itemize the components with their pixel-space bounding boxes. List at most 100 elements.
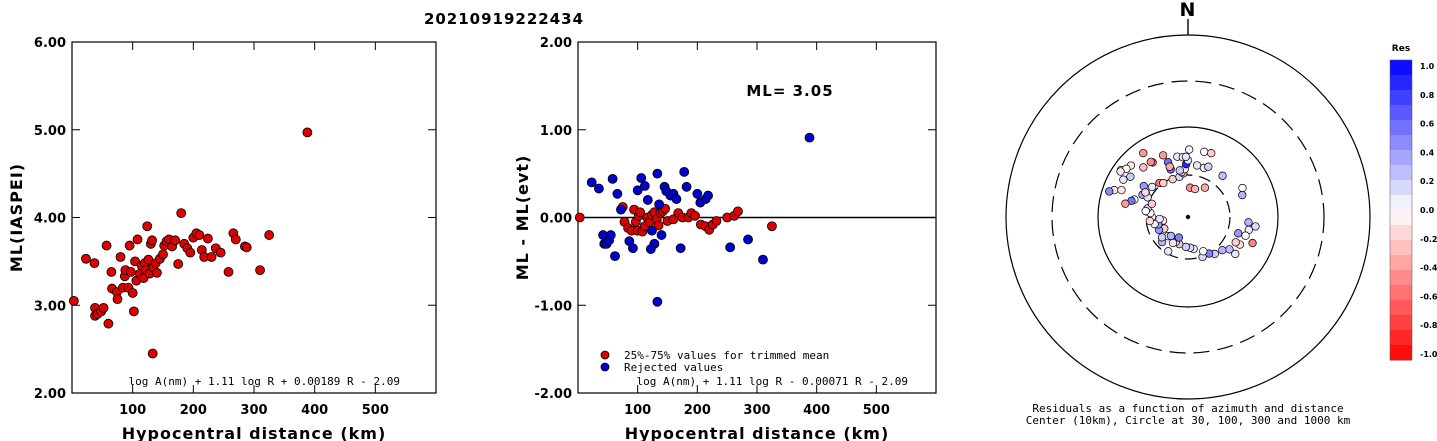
data-point — [733, 206, 743, 217]
data-point — [610, 251, 620, 262]
data-point — [147, 348, 158, 359]
station-residual-point — [1207, 149, 1216, 158]
data-point — [98, 302, 109, 313]
station-residual-point — [1165, 162, 1174, 171]
colorbar-label: Res — [1392, 44, 1410, 54]
colorbar-frame — [1389, 59, 1413, 361]
station-residual-point — [1147, 199, 1157, 209]
colorbar-segment — [1390, 75, 1412, 91]
colorbar-tick-label: 0.8 — [1420, 91, 1435, 100]
x-tick-label: 500 — [362, 403, 389, 418]
x-tick-label: 400 — [803, 403, 830, 418]
data-point — [215, 247, 226, 258]
station-residual-point — [1155, 214, 1164, 224]
x-tick-label: 300 — [743, 403, 770, 418]
station-residual-point — [1105, 187, 1114, 196]
y-axis-label: ML - ML(evt) — [513, 155, 532, 281]
colorbar-tick-label: -0.8 — [1420, 321, 1437, 330]
station-residual-point — [1238, 183, 1247, 193]
data-point — [202, 233, 213, 244]
y-tick-label: 6.00 — [34, 36, 66, 51]
data-point — [675, 243, 686, 254]
data-point — [586, 177, 597, 188]
range-circle-1000km — [1051, 80, 1325, 354]
data-point — [632, 185, 643, 196]
data-point — [101, 240, 112, 251]
station-residual-point — [1139, 163, 1148, 172]
colorbar-segment — [1390, 210, 1412, 226]
x-tick-label: 200 — [180, 403, 207, 418]
colorbar-segment — [1390, 180, 1412, 196]
colorbar-segment — [1390, 225, 1412, 241]
legend-label: 25%-75% values for trimmed mean — [624, 349, 829, 362]
data-point — [692, 188, 703, 199]
station-residual-point — [1119, 175, 1128, 184]
station-residual-point — [1231, 238, 1240, 247]
x-axis-label: Hypocentral distance (km) — [625, 424, 890, 441]
station-residual-point — [1166, 231, 1176, 241]
x-tick-label: 100 — [624, 403, 651, 418]
data-point — [264, 230, 275, 240]
data-point — [223, 267, 234, 277]
data-point — [206, 252, 217, 262]
y-tick-label: -2.00 — [535, 387, 572, 402]
data-point — [230, 234, 241, 245]
data-point — [574, 212, 585, 223]
data-point — [124, 240, 135, 251]
y-tick-label: -1.00 — [535, 299, 572, 314]
data-point — [654, 199, 665, 210]
north-label: N — [1180, 0, 1197, 21]
legend-marker — [600, 362, 610, 372]
data-point — [711, 216, 722, 226]
data-point — [147, 235, 157, 246]
station-residual-point — [1192, 161, 1202, 170]
data-point — [636, 173, 647, 183]
colorbar-segment — [1390, 135, 1412, 151]
data-point — [607, 173, 618, 184]
data-point — [652, 168, 663, 179]
data-point — [194, 230, 205, 240]
station-residual-point — [1225, 245, 1234, 254]
data-point — [767, 221, 777, 232]
ml-value-label: ML= 3.05 — [746, 82, 833, 100]
data-point — [302, 127, 313, 138]
station-residual-point — [1147, 182, 1157, 192]
data-point — [115, 252, 126, 262]
legend-label: Rejected values — [624, 361, 723, 374]
data-point — [656, 230, 667, 240]
colorbar-segment — [1390, 330, 1412, 346]
data-point — [158, 249, 168, 260]
data-point — [703, 190, 713, 201]
station-residual-point — [1139, 148, 1148, 158]
station-residual-point — [1218, 171, 1227, 180]
data-point — [725, 242, 736, 253]
y-tick-label: 2.00 — [34, 387, 66, 402]
data-point — [690, 210, 700, 221]
station-residual-point — [1146, 157, 1155, 167]
x-tick-label: 100 — [119, 403, 146, 418]
station-residual-point — [1145, 216, 1154, 226]
colorbar-segment — [1390, 300, 1412, 316]
data-point — [653, 220, 664, 231]
station-residual-point — [1158, 151, 1168, 160]
station-residual-point — [1241, 231, 1250, 240]
station-residual-point — [1117, 185, 1126, 195]
x-tick-label: 400 — [301, 403, 328, 418]
formula-text: log A(nm) + 1.11 log R + 0.00189 R - 2.0… — [128, 375, 400, 388]
data-point — [593, 183, 604, 194]
y-tick-label: 4.00 — [34, 212, 66, 227]
station-residual-point — [1244, 218, 1253, 227]
chart-title: 20210919222434 — [424, 10, 584, 28]
station-residual-point — [1159, 178, 1168, 188]
data-point — [679, 166, 690, 177]
data-point — [647, 225, 657, 236]
data-point — [170, 235, 181, 246]
station-residual-point — [1157, 233, 1167, 242]
station-residual-point — [1200, 147, 1209, 156]
data-point — [743, 234, 753, 245]
colorbar-tick-label: -1.0 — [1420, 350, 1437, 359]
data-point — [255, 265, 265, 276]
station-residual-point — [1164, 247, 1173, 256]
data-point — [635, 207, 645, 218]
